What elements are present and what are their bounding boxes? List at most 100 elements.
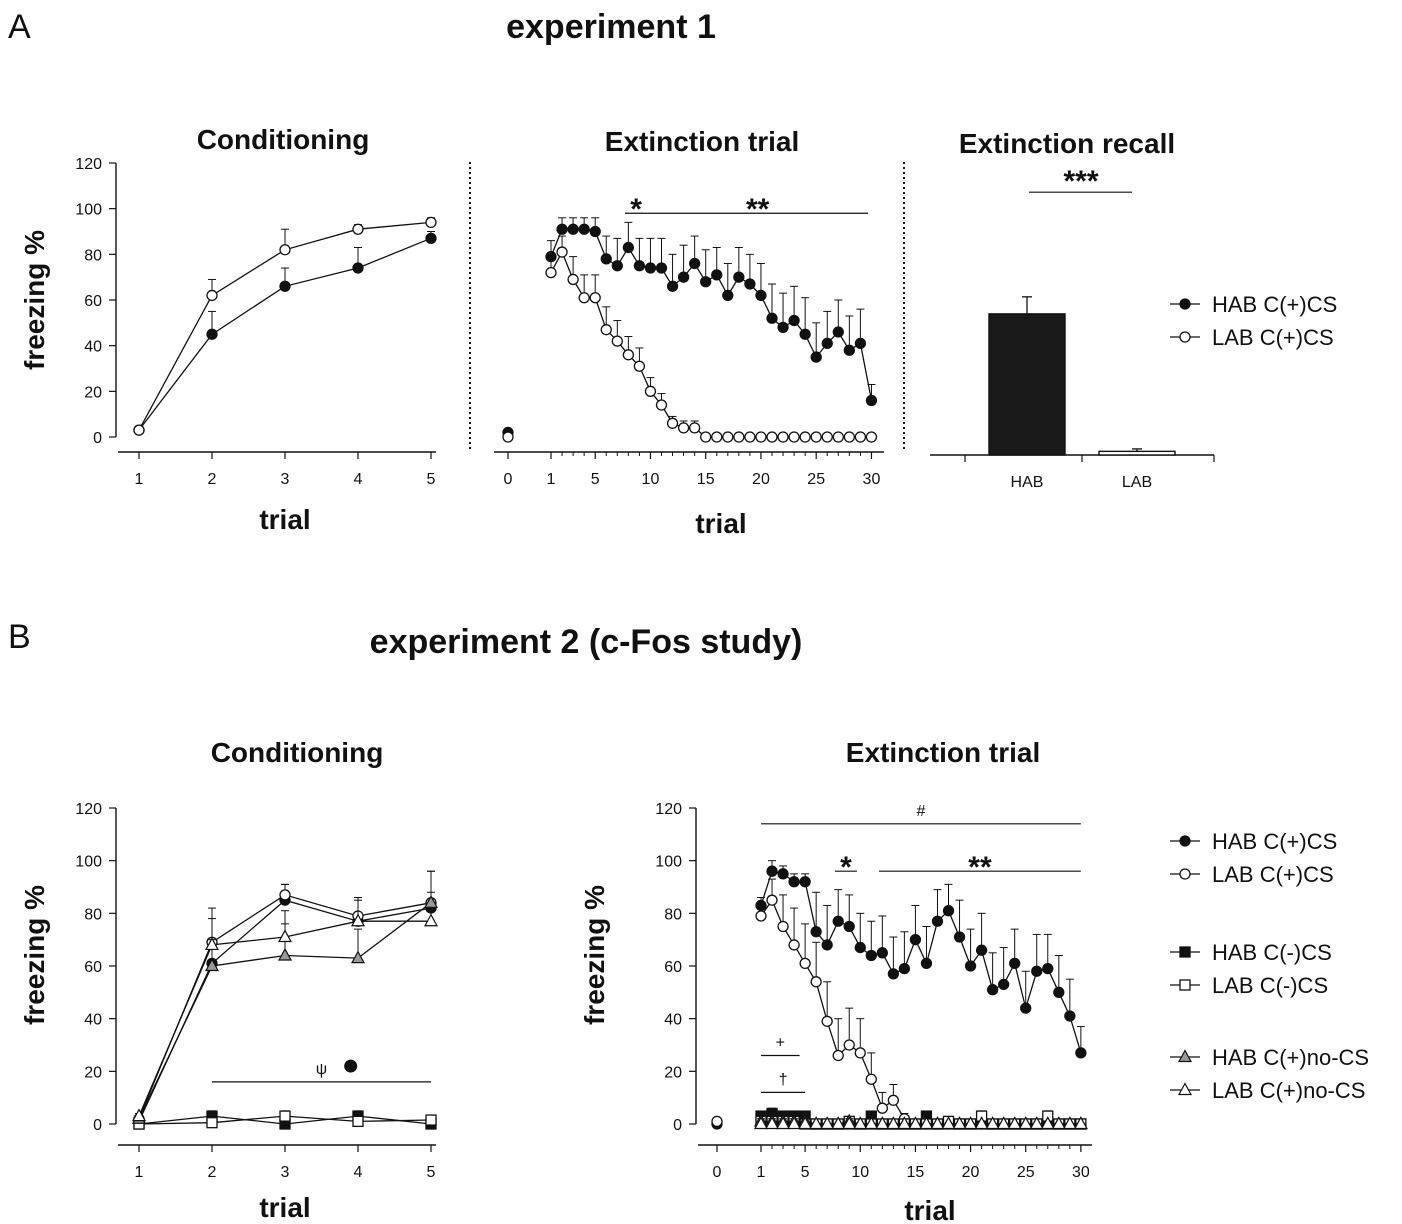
- series-line: [550, 228, 873, 401]
- data-point: [810, 976, 822, 988]
- series-lab-c-no-cs: [753, 1116, 1088, 1130]
- y-tick-label: 100: [75, 202, 102, 219]
- data-point: [854, 337, 867, 350]
- legend-item: HAB C(+)CS: [1170, 829, 1337, 854]
- data-point: [909, 934, 922, 946]
- significance-label: **: [746, 193, 770, 226]
- x-tick-label: 2: [208, 471, 217, 488]
- b-conditioning-chart: 1 2 3 4 5 0 20 40 60 80 100 120 ψ: [75, 801, 439, 1181]
- data-point: [974, 1116, 989, 1130]
- x-tick-label: 4: [354, 471, 363, 488]
- panel-a-title: experiment 1: [506, 8, 716, 46]
- x-tick-label: 0: [713, 1164, 722, 1181]
- data-point: [777, 321, 789, 334]
- a-recall-title: Extinction recall: [959, 128, 1175, 159]
- data-point: [799, 876, 811, 888]
- y-tick-label: 40: [84, 339, 102, 356]
- significance-annotation: ψ: [212, 1061, 431, 1083]
- data-point: [810, 926, 822, 938]
- data-point: [942, 905, 955, 917]
- b-conditioning-title: Conditioning: [211, 737, 384, 768]
- data-point: [352, 223, 364, 235]
- data-point: [831, 1116, 846, 1130]
- data-point: [963, 1116, 978, 1130]
- significance-annotation: **: [647, 193, 869, 226]
- legend-item: LAB C(+)CS: [1170, 862, 1334, 887]
- x-tick-label: 25: [1017, 1164, 1035, 1181]
- data-point: [1040, 1116, 1055, 1130]
- x-tick-label: 2: [208, 1164, 217, 1181]
- data-point: [206, 1117, 218, 1129]
- data-point: [766, 431, 778, 443]
- data-point: [700, 276, 712, 288]
- data-point: [766, 865, 778, 877]
- data-point: [622, 349, 634, 361]
- significance-annotation: †: [761, 1071, 806, 1094]
- data-point: [766, 894, 778, 906]
- b-conditioning-ylabel: freezing %: [19, 885, 50, 1025]
- a-recall-chart: HAB LAB ***: [930, 165, 1215, 491]
- data-point: [975, 944, 988, 956]
- data-point: [865, 431, 878, 443]
- data-point: [425, 216, 437, 229]
- data-point: [711, 269, 723, 281]
- data-point: [964, 960, 977, 972]
- data-point: [809, 1116, 824, 1130]
- series-hab-c-cs: [711, 860, 1087, 1130]
- series-line: [760, 898, 1081, 1125]
- data-point: [821, 1015, 833, 1027]
- series-lab-c-cs: [133, 1110, 437, 1130]
- series-line: [138, 237, 432, 431]
- data-point: [766, 312, 778, 324]
- series-lab-c-no-cs: [131, 897, 439, 1122]
- data-point: [919, 1116, 934, 1130]
- x-tick-label: 3: [281, 471, 290, 488]
- data-point: [611, 260, 623, 272]
- data-point: [821, 337, 833, 350]
- data-point: [875, 1116, 890, 1130]
- significance-annotation: #: [761, 803, 1081, 825]
- data-point: [350, 950, 366, 964]
- data-point: [755, 431, 767, 443]
- legend-panel-b: HAB C(+)CS LAB C(+)CS HAB C(-)CS LAB C(-)CS…: [1170, 829, 1369, 1103]
- data-point: [644, 262, 657, 274]
- data-point: [711, 431, 723, 443]
- x-tick-label: 10: [642, 471, 660, 488]
- data-point: [897, 1116, 912, 1130]
- legend-label: LAB C(+)CS: [1212, 325, 1334, 350]
- legend-marker: [1179, 331, 1191, 343]
- data-point: [986, 984, 999, 996]
- data-point: [655, 399, 668, 411]
- data-point: [733, 271, 745, 283]
- data-point: [865, 1073, 877, 1085]
- data-point: [1020, 1002, 1032, 1014]
- panel-a-letter: A: [8, 8, 31, 46]
- x-tick-label: 4: [354, 1164, 363, 1181]
- x-tick-label: 5: [427, 1164, 436, 1181]
- data-point: [788, 876, 800, 888]
- panel-b-letter: B: [8, 618, 31, 656]
- data-point: [1042, 962, 1054, 975]
- significance-annotation: *: [625, 193, 648, 226]
- x-tick-label: 10: [851, 1164, 869, 1181]
- y-tick-label: 20: [664, 1064, 682, 1081]
- y-tick-label: 120: [655, 801, 682, 818]
- data-point: [722, 289, 734, 302]
- b-extinction-ylabel: freezing %: [579, 885, 610, 1025]
- a-extinction-title: Extinction trial: [605, 126, 799, 157]
- a-extinction-xlabel: trial: [695, 508, 746, 539]
- legend-label: HAB C(-)CS: [1212, 940, 1332, 965]
- data-point: [887, 968, 900, 980]
- x-tick-label: 5: [591, 471, 600, 488]
- data-point: [622, 241, 634, 254]
- data-point: [1009, 957, 1021, 970]
- legend-marker: [1177, 1082, 1193, 1096]
- data-point: [666, 280, 679, 292]
- data-point: [821, 939, 833, 951]
- data-point: [722, 431, 734, 443]
- data-point: [633, 360, 646, 372]
- data-point: [677, 271, 690, 283]
- x-tick-label: 25: [807, 471, 825, 488]
- series-lab-c-cs: [502, 235, 878, 443]
- significance-annotation: *: [834, 851, 857, 884]
